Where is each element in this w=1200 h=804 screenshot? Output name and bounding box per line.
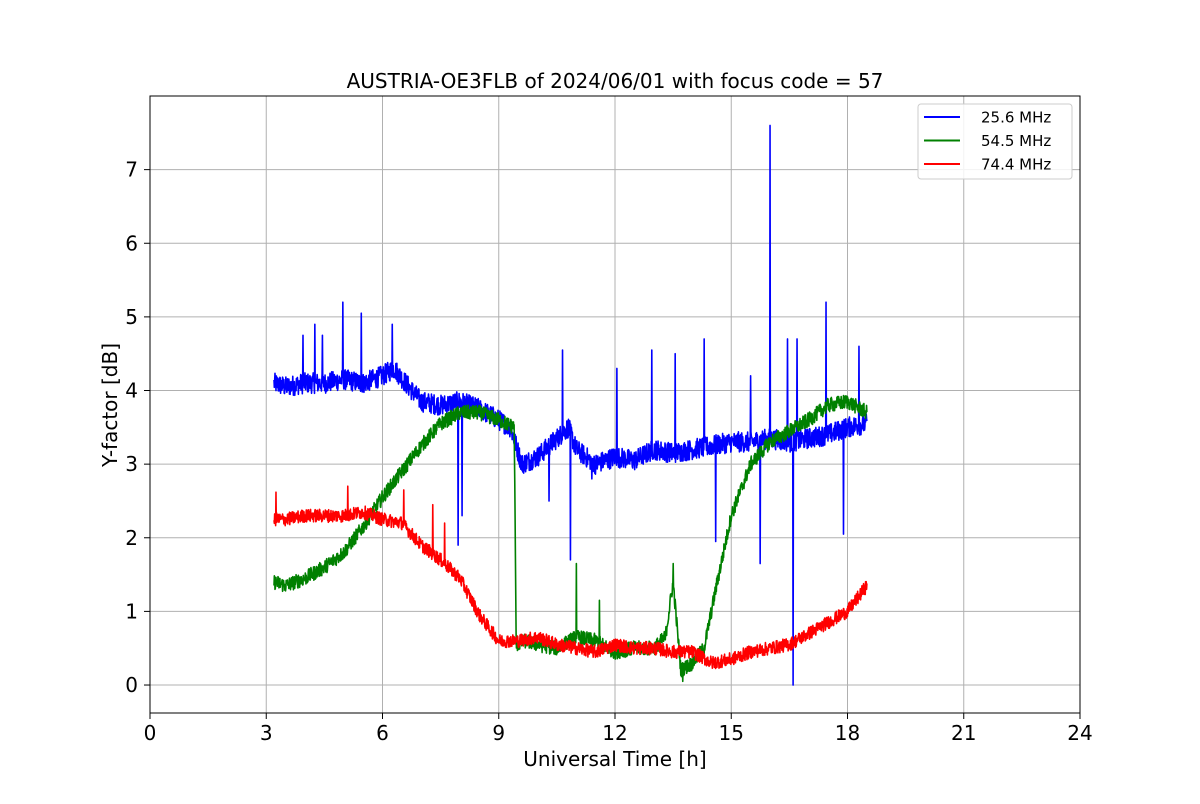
y-tick-label: 3 bbox=[125, 452, 138, 476]
x-tick-label: 6 bbox=[376, 721, 389, 745]
y-tick-label: 5 bbox=[125, 305, 138, 329]
y-tick-label: 2 bbox=[125, 526, 138, 550]
chart-title: AUSTRIA-OE3FLB of 2024/06/01 with focus … bbox=[347, 69, 884, 93]
x-tick-label: 18 bbox=[835, 721, 860, 745]
x-tick-label: 21 bbox=[951, 721, 976, 745]
legend-entry-label: 25.6 MHz bbox=[981, 109, 1051, 127]
x-tick-label: 9 bbox=[492, 721, 505, 745]
series-line-3 bbox=[273, 485, 868, 670]
legend-entry-label: 74.4 MHz bbox=[981, 156, 1051, 174]
legend-box bbox=[917, 103, 1073, 180]
legend-entry-label: 54.5 MHz bbox=[981, 132, 1051, 150]
y-axis-label: Y-factor [dB] bbox=[98, 343, 122, 468]
y-tick-label: 6 bbox=[125, 231, 138, 255]
y-tick-label: 1 bbox=[125, 599, 138, 623]
x-tick-label: 15 bbox=[719, 721, 744, 745]
x-axis-label: Universal Time [h] bbox=[523, 747, 706, 771]
x-tick-label: 12 bbox=[602, 721, 627, 745]
series-lines bbox=[273, 124, 868, 686]
y-tick-label: 7 bbox=[125, 158, 138, 182]
x-tick-label: 24 bbox=[1067, 721, 1092, 745]
x-tick-label: 0 bbox=[144, 721, 157, 745]
x-tick-label: 3 bbox=[260, 721, 273, 745]
y-tick-label: 0 bbox=[125, 673, 138, 697]
legend: 25.6 MHz 54.5 MHz 74.4 MHz bbox=[917, 103, 1073, 180]
y-tick-label: 4 bbox=[125, 379, 138, 403]
series-line-2 bbox=[273, 394, 868, 683]
